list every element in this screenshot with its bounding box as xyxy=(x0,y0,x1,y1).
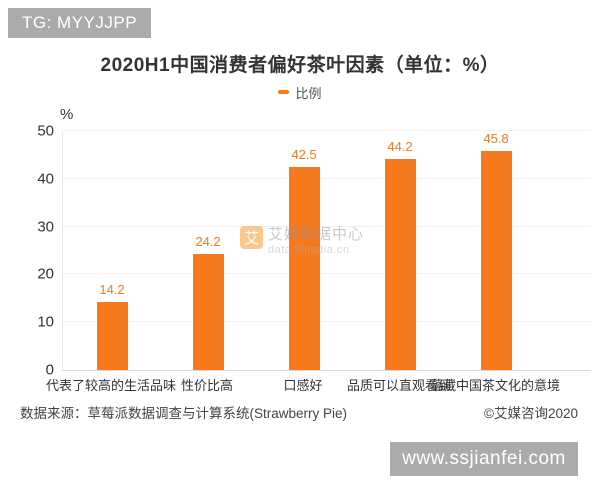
bar-2 xyxy=(288,166,320,370)
y-tick-50: 50 xyxy=(37,122,54,140)
bar-value-4: 45.8 xyxy=(483,131,509,147)
bar-3 xyxy=(384,158,416,370)
website-watermark-bar: www.ssjianfei.com xyxy=(390,442,578,476)
bar-value-2: 42.5 xyxy=(291,146,317,162)
y-axis-unit-label: % xyxy=(60,106,74,123)
chart-legend: 比例 xyxy=(0,84,600,101)
y-axis-labels: 0 10 20 30 40 50 xyxy=(0,123,56,379)
x-category-1: 性价比高 xyxy=(180,378,234,393)
bar-4 xyxy=(480,151,512,370)
x-axis-labels: 代表了较高的生活品味 性价比高 口感好 品质可以直观看到 蕴藏中国茶文化的意境 xyxy=(46,375,590,393)
bar-value-3: 44.2 xyxy=(387,138,413,154)
y-tick-40: 40 xyxy=(37,170,54,188)
data-source-note: 数据来源：草莓派数据调查与计算系统(Strawberry Pie) xyxy=(20,406,348,421)
x-category-4: 蕴藏中国茶文化的意境 xyxy=(429,378,561,393)
y-tick-10: 10 xyxy=(37,313,54,331)
x-category-3: 品质可以直观看到 xyxy=(346,378,452,393)
y-tick-20: 20 xyxy=(37,265,54,283)
gridline-40 xyxy=(63,177,591,179)
y-tick-0: 0 xyxy=(45,361,54,379)
x-category-0: 代表了较高的生活品味 xyxy=(45,378,177,393)
legend-label: 比例 xyxy=(295,85,322,101)
bar-value-0: 14.2 xyxy=(99,282,125,298)
chart-title: 2020H1中国消费者偏好茶叶因素（单位：%） xyxy=(100,55,500,76)
legend-marker-icon xyxy=(278,90,290,94)
bar-1 xyxy=(192,254,224,370)
copyright-note: ©艾媒咨询2020 xyxy=(484,406,578,421)
bar-value-1: 24.2 xyxy=(195,234,221,250)
x-category-2: 口感好 xyxy=(283,378,323,393)
plot-area: 14.2 24.2 42.5 44.2 45.8 xyxy=(62,130,591,371)
gridline-30 xyxy=(63,225,591,227)
watermark-tag-badge: TG: MYYJJPP xyxy=(8,8,152,38)
gridline-50 xyxy=(63,130,591,131)
bar-0 xyxy=(96,302,128,370)
y-tick-30: 30 xyxy=(37,218,54,236)
gridline-10 xyxy=(63,321,591,323)
gridline-20 xyxy=(63,273,591,275)
